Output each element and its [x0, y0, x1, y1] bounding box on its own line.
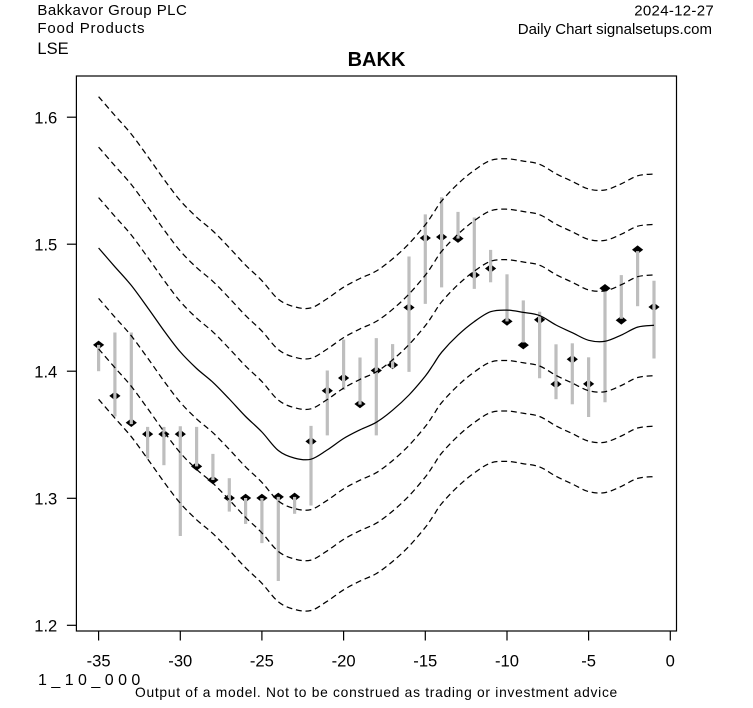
- svg-text:Output of a model. Not to be c: Output of a model. Not to be construed a…: [135, 685, 618, 700]
- svg-text:2024-12-27: 2024-12-27: [634, 3, 714, 20]
- svg-text:1.6: 1.6: [34, 109, 57, 128]
- svg-text:Daily Chart signalsetups.com: Daily Chart signalsetups.com: [518, 21, 712, 38]
- svg-text:-10: -10: [495, 651, 519, 670]
- svg-text:-20: -20: [332, 651, 356, 670]
- svg-text:-15: -15: [413, 651, 437, 670]
- svg-text:1.3: 1.3: [34, 490, 57, 509]
- svg-text:BAKK: BAKK: [348, 49, 406, 71]
- svg-text:-25: -25: [250, 651, 274, 670]
- svg-text:Bakkavor Group PLC: Bakkavor Group PLC: [37, 2, 187, 19]
- svg-text:-30: -30: [168, 651, 192, 670]
- svg-text:-35: -35: [87, 651, 111, 670]
- svg-text:-5: -5: [581, 651, 596, 670]
- svg-text:1 _ 1 0 _ 0 0 0: 1 _ 1 0 _ 0 0 0: [38, 672, 140, 689]
- svg-text:1.4: 1.4: [34, 363, 57, 382]
- svg-text:LSE: LSE: [37, 40, 68, 58]
- svg-text:1.2: 1.2: [34, 617, 57, 636]
- svg-text:0: 0: [666, 651, 675, 670]
- svg-text:Food Products: Food Products: [37, 20, 145, 37]
- svg-text:1.5: 1.5: [34, 236, 57, 255]
